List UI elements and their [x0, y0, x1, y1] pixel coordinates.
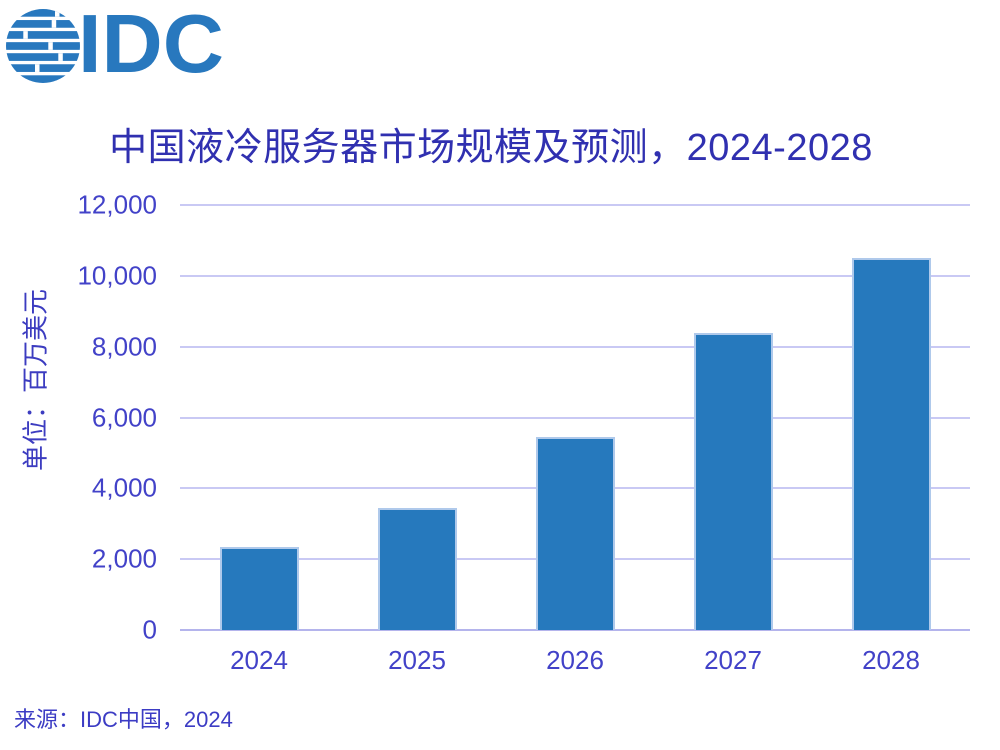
bar-2028 — [851, 258, 931, 630]
gridline — [180, 204, 970, 206]
x-tick-label: 2028 — [862, 645, 920, 675]
idc-logo-text: IDC — [78, 6, 224, 86]
y-axis-ticks: 0 2,000 4,000 6,000 8,000 10,000 12,000 — [0, 190, 157, 645]
gridline — [180, 345, 970, 348]
gridline — [180, 274, 970, 277]
x-tick-label: 2025 — [388, 645, 446, 675]
x-tick-label: 2026 — [546, 645, 604, 675]
y-tick-label: 6,000 — [91, 402, 157, 432]
gridline — [180, 416, 970, 419]
idc-globe-icon — [6, 9, 80, 83]
bar-slot — [338, 205, 496, 630]
bar-2025 — [377, 507, 457, 630]
x-axis-line — [180, 629, 970, 631]
idc-logo: IDC — [6, 6, 224, 86]
y-tick-label: 8,000 — [91, 331, 157, 362]
y-tick-label: 2,000 — [91, 543, 157, 574]
x-tick-label: 2027 — [704, 645, 762, 675]
x-tick-label: 2024 — [230, 645, 288, 675]
y-tick-label: 12,000 — [77, 189, 157, 220]
y-tick-label: 10,000 — [77, 260, 157, 291]
bar-2026 — [535, 436, 615, 630]
bar-2024 — [219, 546, 299, 630]
y-tick-label: 0 — [142, 614, 157, 645]
bar-slot — [180, 205, 338, 630]
source-note: 来源：IDC中国，2024 — [14, 707, 233, 732]
bars-layer — [180, 205, 970, 630]
y-tick-label: 4,000 — [91, 472, 157, 503]
plot-area — [180, 204, 970, 631]
chart-title: 中国液冷服务器市场规模及预测，2024-2028 — [109, 127, 873, 169]
bar-slot — [654, 205, 812, 630]
bar-2027 — [693, 332, 773, 630]
x-axis-labels: 2024 2025 2026 2027 2028 — [180, 645, 970, 676]
bar-slot — [496, 205, 654, 630]
bar-slot — [812, 205, 970, 630]
